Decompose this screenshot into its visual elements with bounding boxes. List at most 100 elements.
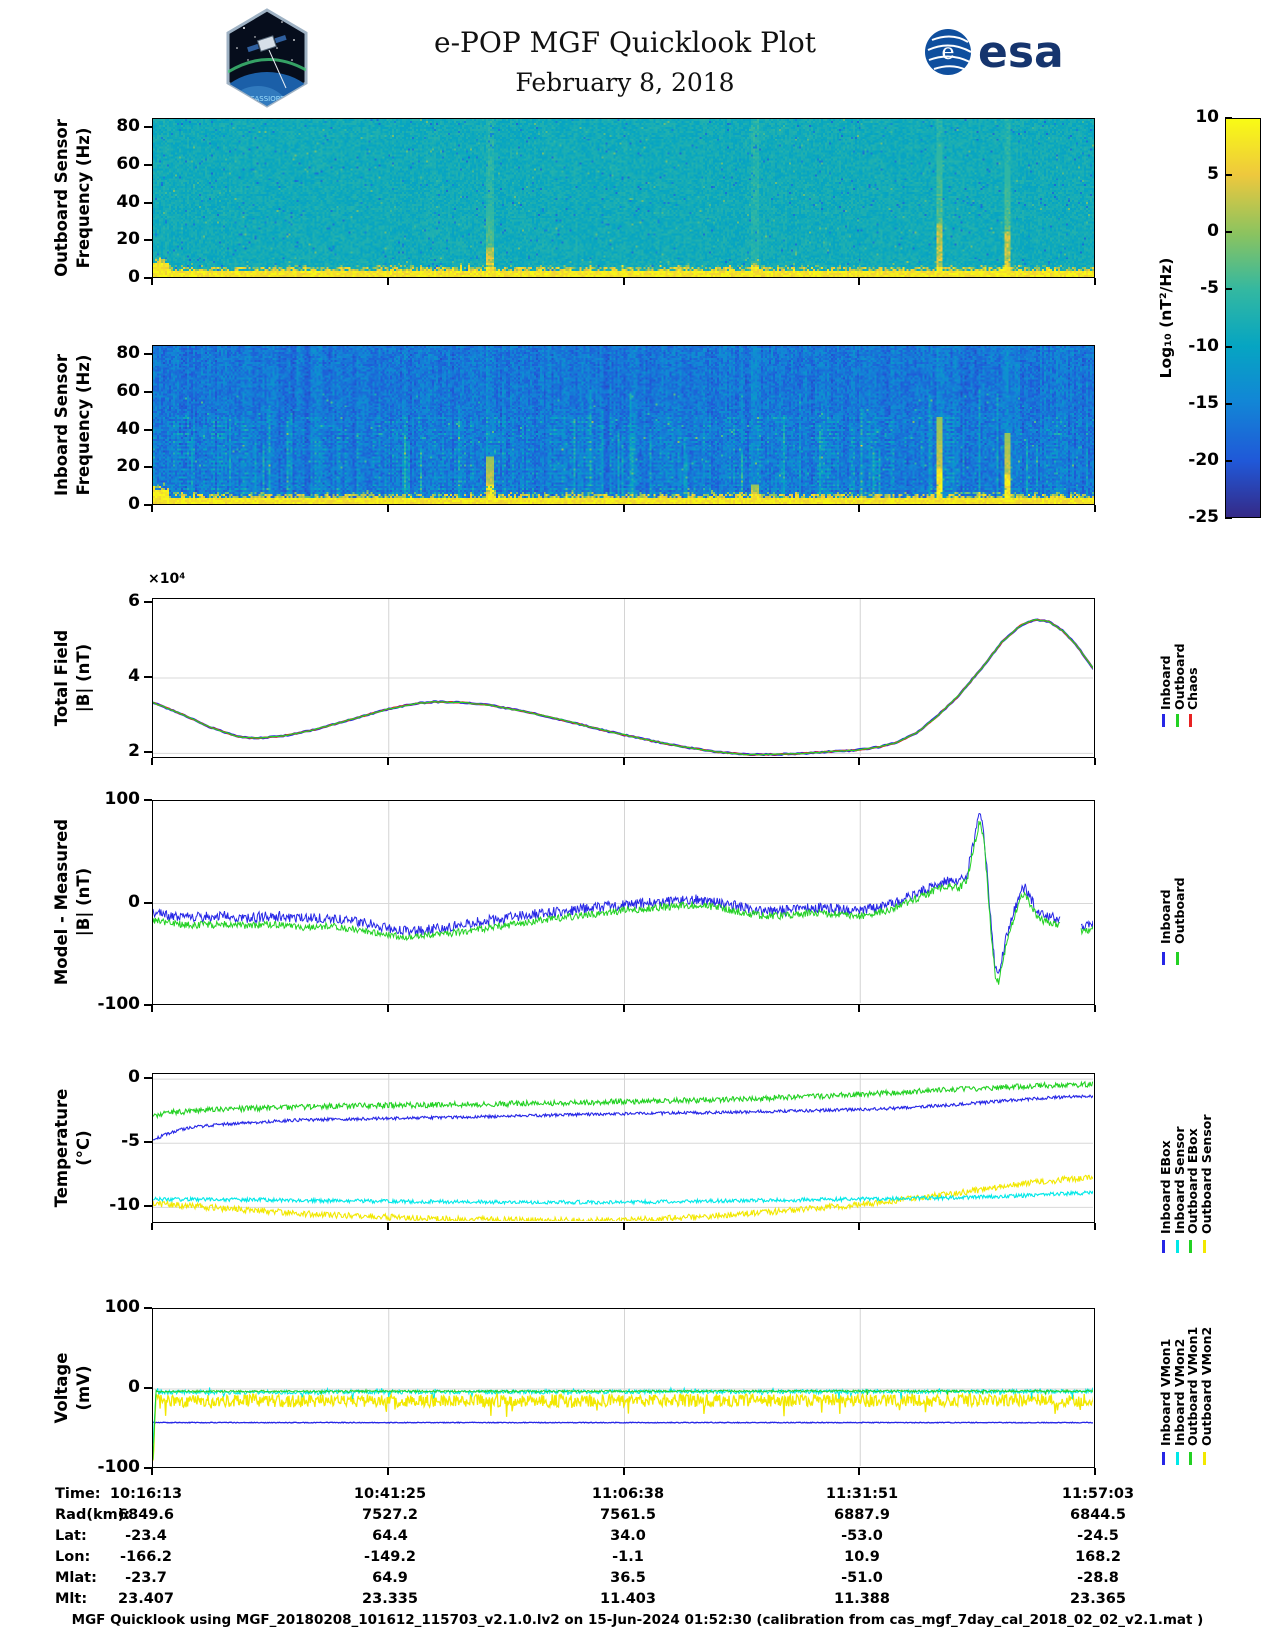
colorbar-tick-mark xyxy=(1225,517,1232,519)
table-cell: -53.0 xyxy=(841,1528,883,1544)
colorbar-tick-mark xyxy=(1225,117,1232,119)
xtick-mark xyxy=(858,1005,861,1012)
xtick-mark xyxy=(386,1468,389,1475)
colorbar-tick-label: -20 xyxy=(1188,449,1219,470)
table-cell: 6887.9 xyxy=(834,1507,890,1523)
aurora-arc xyxy=(228,58,306,74)
table-cell: -23.4 xyxy=(125,1528,167,1544)
table-cell: 23.365 xyxy=(1070,1591,1126,1607)
ytick-label: 0 xyxy=(128,1377,140,1397)
table-cell: 7527.2 xyxy=(362,1507,418,1523)
colorbar-tick-label: -25 xyxy=(1188,507,1219,527)
legend-marker xyxy=(1202,1452,1206,1465)
ytick-mark xyxy=(144,239,152,242)
xtick-mark xyxy=(386,505,389,512)
chart-voltage xyxy=(153,1309,1093,1466)
chart-temperature xyxy=(153,1074,1093,1221)
ytick-label: 40 xyxy=(116,191,140,212)
table-cell: 11:57:03 xyxy=(1061,1486,1135,1502)
series-inboard xyxy=(153,813,1061,974)
series-inboard xyxy=(1080,919,1093,931)
ytick-mark xyxy=(144,1467,152,1469)
plot-box-inboard_spectrogram xyxy=(152,345,1095,505)
series-inboard-sensor xyxy=(153,1189,1093,1206)
ytick-mark xyxy=(144,799,152,801)
ytick-label: 0 xyxy=(128,494,140,514)
xtick-mark xyxy=(1094,758,1096,765)
svg-text:e: e xyxy=(941,40,954,65)
colorbar-label: Log₁₀ (nT²/Hz) xyxy=(1157,257,1175,379)
ytick-label: 60 xyxy=(116,381,140,402)
series-outboard xyxy=(1080,925,1093,936)
colorbar-tick-label: -10 xyxy=(1188,335,1219,356)
table-cell: -23.7 xyxy=(125,1570,167,1586)
ytick-label: 2 xyxy=(128,741,140,762)
colorbar-tick-mark xyxy=(1225,174,1232,177)
ytick-label: -5 xyxy=(121,1131,140,1152)
y-scale-label: ×10⁴ xyxy=(148,571,186,587)
legend-label: Inboard VMon1 xyxy=(1158,1338,1173,1446)
xtick-mark xyxy=(151,1005,153,1012)
table-row-label: Mlat: xyxy=(55,1570,97,1586)
ytick-mark xyxy=(144,277,152,279)
table-row-label: Mlt: xyxy=(55,1591,88,1607)
ytick-mark xyxy=(144,1307,152,1309)
series-inboard-ebox xyxy=(153,1094,1093,1141)
xtick-mark xyxy=(858,278,861,285)
table-cell: -28.8 xyxy=(1077,1570,1119,1586)
ytick-label: 0 xyxy=(128,1067,140,1088)
table-row-label: Rad(km): xyxy=(55,1507,131,1523)
table-cell: -149.2 xyxy=(364,1549,416,1565)
plot-box-total_field xyxy=(152,598,1095,758)
ytick-label: -10 xyxy=(109,1195,140,1216)
ytick-label: -100 xyxy=(97,1457,140,1477)
legend-marker xyxy=(1189,1240,1192,1253)
table-cell: 11:06:38 xyxy=(591,1486,665,1502)
table-cell: 11:31:51 xyxy=(825,1486,899,1502)
ytick-mark xyxy=(144,901,152,904)
table-cell: 11.403 xyxy=(600,1591,656,1607)
xtick-mark xyxy=(1094,505,1096,512)
colorbar-tick-label: -5 xyxy=(1200,278,1219,299)
ytick-label: 6 xyxy=(128,590,140,611)
legend-marker xyxy=(1189,714,1192,727)
ytick-mark xyxy=(144,1205,152,1208)
legend-label: Outboard Sensor xyxy=(1198,1114,1214,1234)
ytick-label: 40 xyxy=(116,418,140,439)
xtick-mark xyxy=(151,278,153,285)
legend-label: Inboard xyxy=(1158,655,1173,710)
xtick-mark xyxy=(386,278,389,285)
series-outboard xyxy=(153,618,1093,756)
esa-wordmark: esa xyxy=(978,26,1064,78)
xtick-mark xyxy=(386,1005,389,1012)
xtick-mark xyxy=(151,1468,153,1475)
xtick-mark xyxy=(622,278,625,285)
ytick-mark xyxy=(144,1077,152,1080)
ytick-label: 100 xyxy=(104,1297,141,1317)
table-cell: 64.4 xyxy=(372,1528,408,1544)
legend-marker xyxy=(1189,1452,1192,1465)
table-row-label: Time: xyxy=(55,1486,101,1502)
spectrogram-canvas-inboard_spectrogram xyxy=(153,346,1094,504)
ytick-mark xyxy=(144,164,152,167)
xtick-mark xyxy=(1094,1223,1096,1230)
legend-label: Inboard xyxy=(1158,889,1173,944)
page-title: e-POP MGF Quicklook Plot xyxy=(434,26,816,59)
legend-marker xyxy=(1162,714,1165,727)
ytick-mark xyxy=(144,504,152,506)
table-cell: -24.5 xyxy=(1077,1528,1119,1544)
series-outboard-sensor xyxy=(153,1174,1093,1221)
ytick-label: 80 xyxy=(116,343,140,364)
colorbar-tick-mark xyxy=(1225,345,1232,348)
ytick-label: 4 xyxy=(128,666,140,687)
table-cell: 6844.5 xyxy=(1070,1507,1126,1523)
table-cell: 23.335 xyxy=(362,1591,418,1607)
ytick-mark xyxy=(144,126,152,129)
legend-marker xyxy=(1175,714,1179,727)
table-cell: -51.0 xyxy=(841,1570,883,1586)
ytick-mark xyxy=(144,1004,152,1006)
table-cell: 10.9 xyxy=(844,1549,880,1565)
ytick-mark xyxy=(144,600,152,603)
table-cell: 10:41:25 xyxy=(353,1486,427,1502)
xtick-mark xyxy=(1094,1468,1096,1475)
